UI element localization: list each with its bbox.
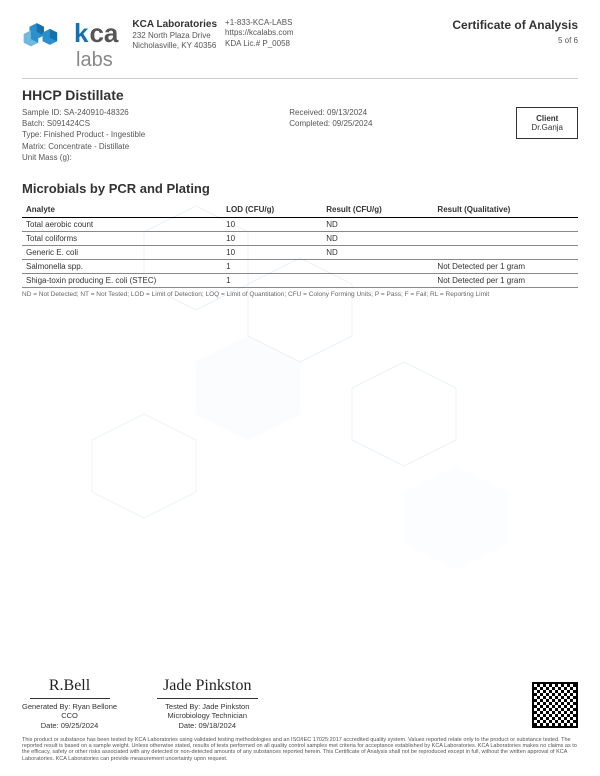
cell-analyte: Salmonella spp. — [22, 259, 222, 273]
date-completed: Completed: 09/25/2024 — [289, 118, 372, 129]
table-row: Generic E. coli10ND — [22, 245, 578, 259]
logo-letters-ca: ca — [89, 18, 118, 49]
signature-test-title: Microbiology Technician — [157, 711, 257, 721]
signature-gen-script: R.Bell — [30, 676, 110, 699]
company-addr1: 232 North Plaza Drive — [132, 31, 217, 41]
logo-icon — [22, 18, 66, 52]
cell-lod: 10 — [222, 245, 322, 259]
contact-url: https://kcalabs.com — [225, 28, 293, 38]
contact-phone: +1-833-KCA-LABS — [225, 18, 293, 28]
header: k ca labs KCA Laboratories 232 North Pla… — [22, 18, 578, 72]
company-name: KCA Laboratories — [132, 18, 217, 31]
dates-col: Received: 09/13/2024 Completed: 09/25/20… — [289, 107, 372, 129]
cell-qual: Not Detected per 1 gram — [433, 259, 578, 273]
client-label: Client — [531, 114, 563, 123]
footer: R.Bell Generated By: Ryan Bellone CCO Da… — [22, 676, 578, 762]
sample-info-row: Sample ID: SA-240910-48326 Batch: S09142… — [22, 107, 578, 163]
table-row: Salmonella spp.1 Not Detected per 1 gram — [22, 259, 578, 273]
signature-test-date: Date: 09/18/2024 — [157, 721, 257, 731]
cofa-title: Certificate of Analysis — [452, 18, 578, 32]
disclaimer-text: This product or substance has been teste… — [22, 737, 578, 762]
page-number: 5 of 6 — [452, 36, 578, 45]
company-addr2: Nicholasville, KY 40356 — [132, 41, 217, 51]
legend-text: ND = Not Detected; NT = Not Tested; LOD … — [22, 291, 578, 299]
logo-sublabel: labs — [76, 49, 118, 72]
cell-lod: 10 — [222, 217, 322, 231]
signature-tester: Jade Pinkston Tested By: Jade Pinkston M… — [157, 676, 257, 731]
section-title: Microbials by PCR and Plating — [22, 181, 578, 196]
signature-generator: R.Bell Generated By: Ryan Bellone CCO Da… — [22, 676, 117, 731]
company-info: KCA Laboratories 232 North Plaza Drive N… — [132, 18, 217, 52]
cell-analyte: Generic E. coli — [22, 245, 222, 259]
cell-analyte: Total aerobic count — [22, 217, 222, 231]
table-row: Shiga-toxin producing E. coli (STEC)1 Not… — [22, 273, 578, 287]
table-row: Total aerobic count10ND — [22, 217, 578, 231]
cell-qual — [433, 245, 578, 259]
qr-code — [532, 682, 578, 728]
cell-result: ND — [322, 245, 433, 259]
th-lod: LOD (CFU/g) — [222, 202, 322, 218]
cell-result: ND — [322, 217, 433, 231]
cell-analyte: Total coliforms — [22, 231, 222, 245]
sample-meta: Sample ID: SA-240910-48326 Batch: S09142… — [22, 107, 145, 163]
signature-gen-date: Date: 09/25/2024 — [22, 721, 117, 731]
sample-mass: Unit Mass (g): — [22, 152, 145, 163]
cell-qual: Not Detected per 1 gram — [433, 273, 578, 287]
cofa-block: Certificate of Analysis 5 of 6 — [452, 18, 578, 45]
cell-result — [322, 259, 433, 273]
sample-matrix: Matrix: Concentrate - Distillate — [22, 141, 145, 152]
cell-analyte: Shiga-toxin producing E. coli (STEC) — [22, 273, 222, 287]
signature-test-by: Tested By: Jade Pinkston — [157, 702, 257, 712]
signature-test-script: Jade Pinkston — [157, 676, 257, 699]
cell-result — [322, 273, 433, 287]
cell-lod: 1 — [222, 273, 322, 287]
contact-lic: KDA Lic.# P_0058 — [225, 39, 293, 49]
signature-gen-by: Generated By: Ryan Bellone — [22, 702, 117, 712]
logo-block: k ca labs KCA Laboratories 232 North Pla… — [22, 18, 294, 72]
signature-row: R.Bell Generated By: Ryan Bellone CCO Da… — [22, 676, 578, 731]
cell-lod: 1 — [222, 259, 322, 273]
sample-id: Sample ID: SA-240910-48326 — [22, 107, 145, 118]
divider — [22, 78, 578, 79]
sample-batch: Batch: S091424CS — [22, 118, 145, 129]
cell-qual — [433, 231, 578, 245]
cell-result: ND — [322, 231, 433, 245]
signature-gen-title: CCO — [22, 711, 117, 721]
th-result: Result (CFU/g) — [322, 202, 433, 218]
logo-letter-k: k — [74, 18, 88, 49]
th-analyte: Analyte — [22, 202, 222, 218]
microbials-table: Analyte LOD (CFU/g) Result (CFU/g) Resul… — [22, 202, 578, 288]
logo-text: k ca — [74, 18, 118, 49]
client-name: Dr.Ganja — [531, 123, 563, 132]
product-title: HHCP Distillate — [22, 87, 578, 103]
table-row: Total coliforms10ND — [22, 231, 578, 245]
contact-info: +1-833-KCA-LABS https://kcalabs.com KDA … — [225, 18, 293, 49]
date-received: Received: 09/13/2024 — [289, 107, 372, 118]
th-qual: Result (Qualitative) — [433, 202, 578, 218]
client-box: Client Dr.Ganja — [516, 107, 578, 139]
sample-type: Type: Finished Product - Ingestible — [22, 129, 145, 140]
table-header-row: Analyte LOD (CFU/g) Result (CFU/g) Resul… — [22, 202, 578, 218]
cell-lod: 10 — [222, 231, 322, 245]
cell-qual — [433, 217, 578, 231]
